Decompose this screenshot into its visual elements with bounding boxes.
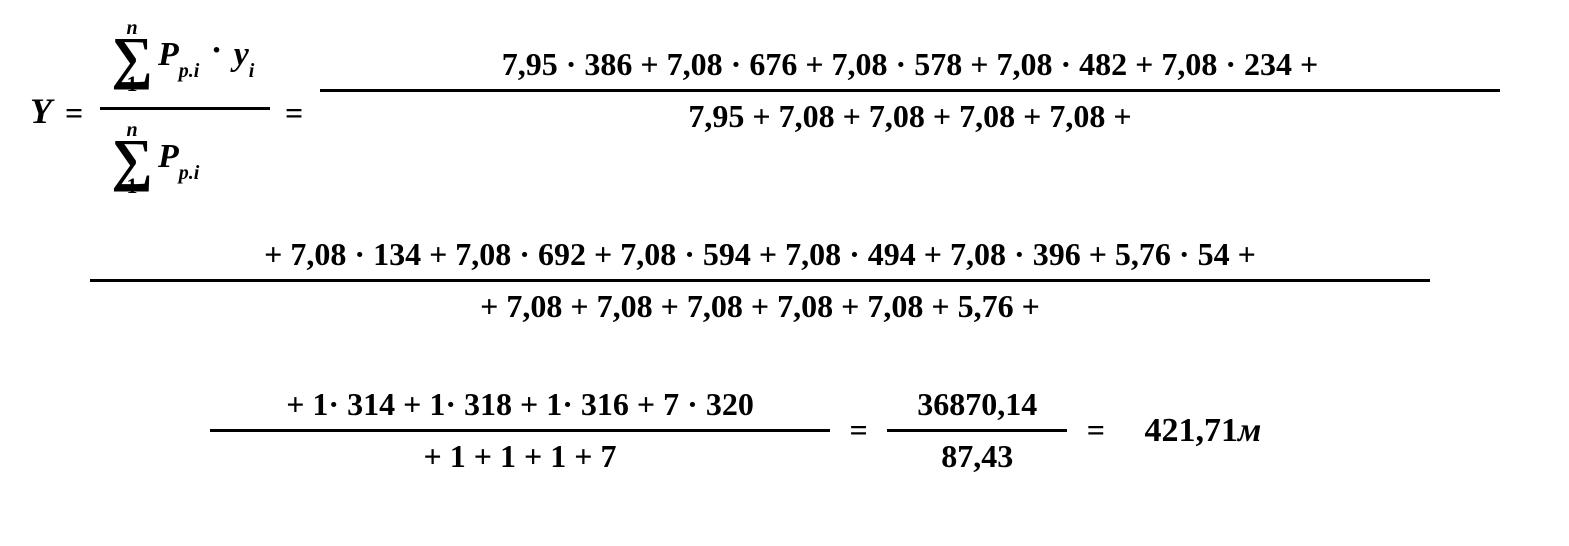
y-var: y bbox=[234, 36, 249, 73]
p-sub-2: p.i bbox=[179, 162, 200, 184]
p-var-2: P bbox=[158, 138, 179, 175]
line1-numerator: 7,95 · 386 + 7,08 · 676 + 7,08 · 578 + 7… bbox=[320, 40, 1500, 89]
result-fraction: 36870,14 87,43 bbox=[887, 380, 1067, 481]
sigma-upper-limit: n bbox=[110, 6, 154, 50]
result-denominator: 87,43 bbox=[887, 432, 1067, 481]
sigma-upper-limit-2: n bbox=[110, 108, 154, 152]
equals-sign-1: = bbox=[65, 95, 83, 132]
equals-sign-3: = bbox=[838, 412, 880, 449]
sigma-numerator: ∑ n 1 Pp.i · yi bbox=[100, 10, 270, 105]
line2-numerator: + 7,08 · 134 + 7,08 · 692 + 7,08 · 594 +… bbox=[90, 230, 1430, 279]
line2-denominator: + 7,08 + 7,08 + 7,08 + 7,08 + 7,08 + 5,7… bbox=[90, 282, 1430, 331]
sigma-num-term: Pp.i · yi bbox=[158, 36, 254, 79]
sigma-lower-limit-2: 1 bbox=[110, 164, 154, 208]
equals-sign-2: = bbox=[285, 95, 303, 132]
sigma-symbol-top: ∑ n 1 bbox=[110, 36, 154, 80]
p-sub: p.i bbox=[179, 60, 200, 82]
numeric-fraction-2: + 7,08 · 134 + 7,08 · 692 + 7,08 · 594 +… bbox=[90, 230, 1430, 331]
line1-denominator: 7,95 + 7,08 + 7,08 + 7,08 + 7,08 + bbox=[320, 92, 1500, 141]
equation-block: Y = ∑ n 1 Pp.i · yi ∑ n 1 bbox=[0, 0, 1569, 520]
line3-numerator: + 1· 314 + 1· 318 + 1· 316 + 7 · 320 bbox=[210, 380, 830, 429]
equation-line-3: + 1· 314 + 1· 318 + 1· 316 + 7 · 320 + 1… bbox=[210, 380, 1569, 520]
sigma-denominator: ∑ n 1 Pp.i bbox=[100, 112, 270, 207]
sigma-den-term: Pp.i bbox=[158, 138, 199, 181]
sigma-lower-limit: 1 bbox=[110, 62, 154, 106]
lhs-variable: Y bbox=[30, 90, 52, 132]
sigma-fraction: ∑ n 1 Pp.i · yi ∑ n 1 Pp.i bbox=[100, 10, 270, 207]
equation-line-1: Y = ∑ n 1 Pp.i · yi ∑ n 1 bbox=[30, 10, 1569, 220]
y-sub: i bbox=[249, 60, 255, 82]
mult-dot: · bbox=[208, 32, 225, 69]
equals-sign-4: = bbox=[1075, 412, 1117, 449]
equation-line-2: + 7,08 · 134 + 7,08 · 692 + 7,08 · 594 +… bbox=[90, 230, 1569, 370]
line3-denominator: + 1 + 1 + 1 + 7 bbox=[210, 432, 830, 481]
sigma-symbol-bottom: ∑ n 1 bbox=[110, 138, 154, 182]
result-numerator: 36870,14 bbox=[887, 380, 1067, 429]
numeric-fraction-1: 7,95 · 386 + 7,08 · 676 + 7,08 · 578 + 7… bbox=[320, 40, 1500, 141]
final-result: 421,71м bbox=[1124, 412, 1261, 450]
numeric-fraction-3: + 1· 314 + 1· 318 + 1· 316 + 7 · 320 + 1… bbox=[210, 380, 830, 481]
final-value: 421,71 bbox=[1144, 412, 1238, 449]
p-var: P bbox=[158, 36, 179, 73]
final-unit: м bbox=[1238, 412, 1261, 449]
